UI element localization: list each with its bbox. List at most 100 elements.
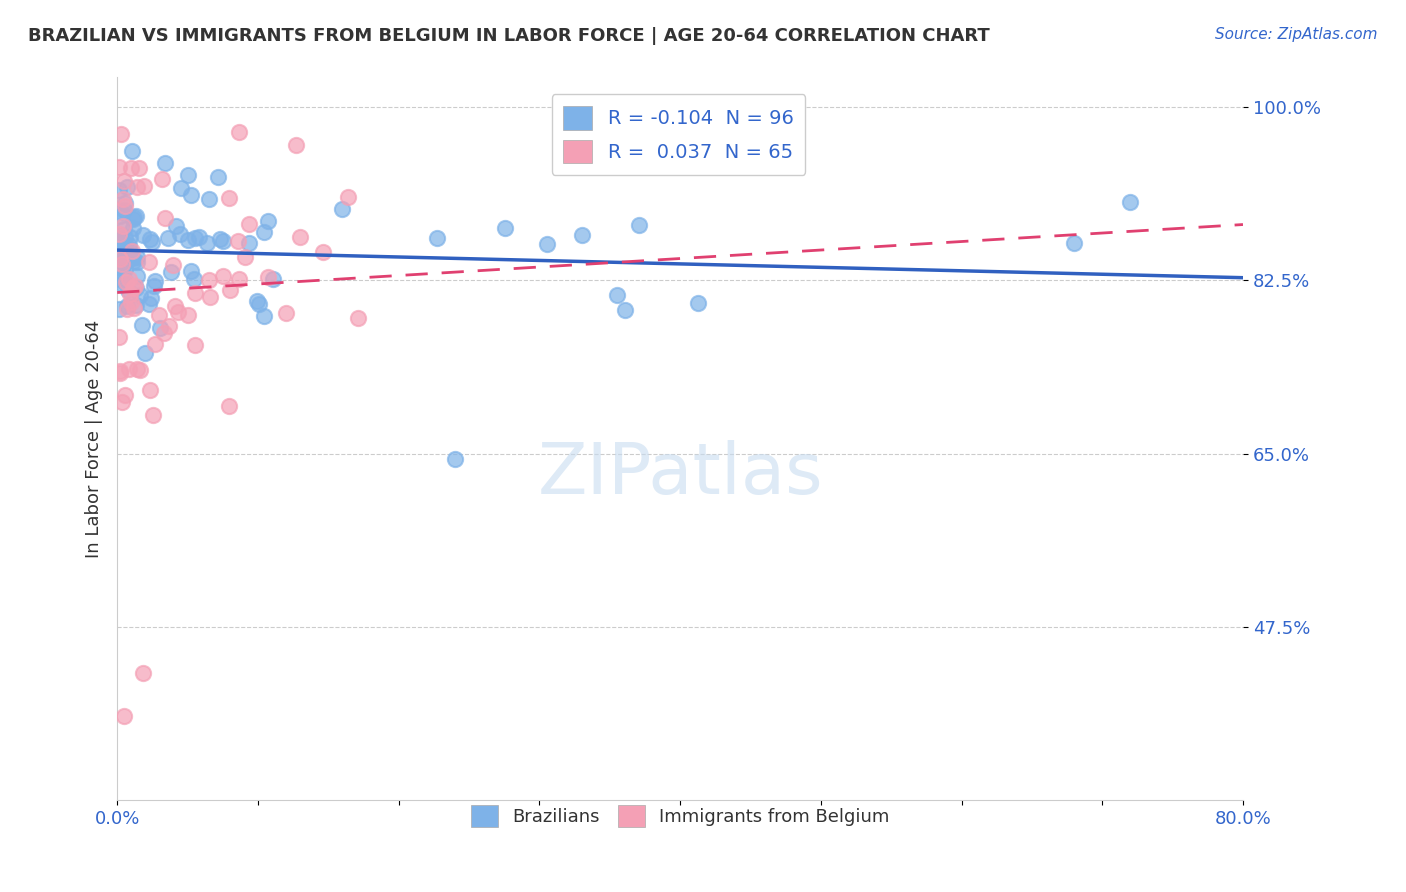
- Point: [1119, 194, 1142, 209]
- Point: [122, 301, 145, 316]
- Point: [218, 399, 240, 413]
- Text: BRAZILIAN VS IMMIGRANTS FROM BELGIUM IN LABOR FORCE | AGE 20-64 CORRELATION CHAR: BRAZILIAN VS IMMIGRANTS FROM BELGIUM IN …: [28, 27, 990, 45]
- Point: [117, 284, 139, 298]
- Point: [110, 228, 132, 243]
- Point: [110, 252, 132, 266]
- Point: [218, 284, 240, 298]
- Point: [112, 219, 135, 234]
- Point: [536, 236, 558, 251]
- Point: [120, 295, 142, 310]
- Point: [153, 211, 176, 226]
- Point: [117, 361, 139, 376]
- Point: [494, 220, 516, 235]
- Point: [125, 209, 148, 223]
- Point: [121, 244, 143, 259]
- Point: [180, 263, 202, 277]
- Point: [212, 268, 235, 283]
- Point: [129, 288, 152, 302]
- Y-axis label: In Labor Force | Age 20-64: In Labor Force | Age 20-64: [86, 319, 103, 558]
- Point: [233, 250, 256, 264]
- Point: [124, 278, 146, 293]
- Point: [195, 236, 218, 251]
- Point: [114, 262, 136, 277]
- Point: [110, 366, 132, 380]
- Point: [111, 241, 134, 255]
- Point: [150, 172, 173, 186]
- Point: [111, 257, 134, 271]
- Point: [148, 308, 170, 322]
- Point: [112, 222, 135, 236]
- Point: [108, 364, 131, 378]
- Point: [110, 127, 132, 141]
- Point: [444, 451, 467, 466]
- Point: [121, 251, 143, 265]
- Point: [262, 272, 284, 286]
- Text: ZIPatlas: ZIPatlas: [537, 441, 823, 509]
- Point: [108, 232, 131, 246]
- Point: [107, 258, 129, 272]
- Point: [143, 336, 166, 351]
- Point: [107, 249, 129, 263]
- Point: [247, 297, 270, 311]
- Point: [129, 363, 152, 377]
- Point: [252, 309, 274, 323]
- Point: [207, 169, 229, 184]
- Point: [157, 318, 180, 333]
- Point: [257, 214, 280, 228]
- Point: [107, 302, 129, 317]
- Point: [132, 227, 155, 242]
- Point: [110, 273, 132, 287]
- Point: [571, 228, 593, 243]
- Point: [114, 202, 136, 217]
- Point: [107, 237, 129, 252]
- Point: [336, 190, 359, 204]
- Point: [132, 179, 155, 194]
- Point: [107, 227, 129, 241]
- Point: [312, 244, 335, 259]
- Point: [112, 174, 135, 188]
- Point: [108, 238, 131, 252]
- Point: [212, 234, 235, 248]
- Point: [127, 180, 149, 194]
- Point: [125, 255, 148, 269]
- Point: [108, 244, 131, 258]
- Point: [188, 229, 211, 244]
- Point: [125, 281, 148, 295]
- Point: [115, 301, 138, 316]
- Point: [112, 272, 135, 286]
- Point: [180, 187, 202, 202]
- Point: [165, 219, 187, 234]
- Point: [163, 299, 186, 313]
- Point: [257, 270, 280, 285]
- Point: [122, 254, 145, 268]
- Point: [114, 257, 136, 271]
- Point: [149, 321, 172, 335]
- Point: [112, 709, 135, 723]
- Point: [198, 273, 221, 287]
- Point: [184, 337, 207, 351]
- Point: [209, 232, 232, 246]
- Point: [114, 387, 136, 401]
- Point: [118, 271, 141, 285]
- Point: [110, 205, 132, 219]
- Point: [143, 274, 166, 288]
- Point: [198, 290, 221, 304]
- Point: [110, 237, 132, 252]
- Point: [290, 229, 312, 244]
- Point: [111, 261, 134, 276]
- Point: [426, 231, 449, 245]
- Point: [138, 232, 160, 246]
- Point: [184, 285, 207, 300]
- Point: [177, 169, 200, 183]
- Point: [184, 231, 207, 245]
- Point: [177, 233, 200, 247]
- Point: [686, 296, 709, 310]
- Point: [141, 291, 163, 305]
- Point: [228, 272, 250, 286]
- Point: [111, 261, 134, 276]
- Point: [111, 193, 134, 207]
- Point: [330, 202, 353, 216]
- Point: [111, 395, 134, 409]
- Point: [122, 281, 145, 295]
- Point: [218, 191, 240, 205]
